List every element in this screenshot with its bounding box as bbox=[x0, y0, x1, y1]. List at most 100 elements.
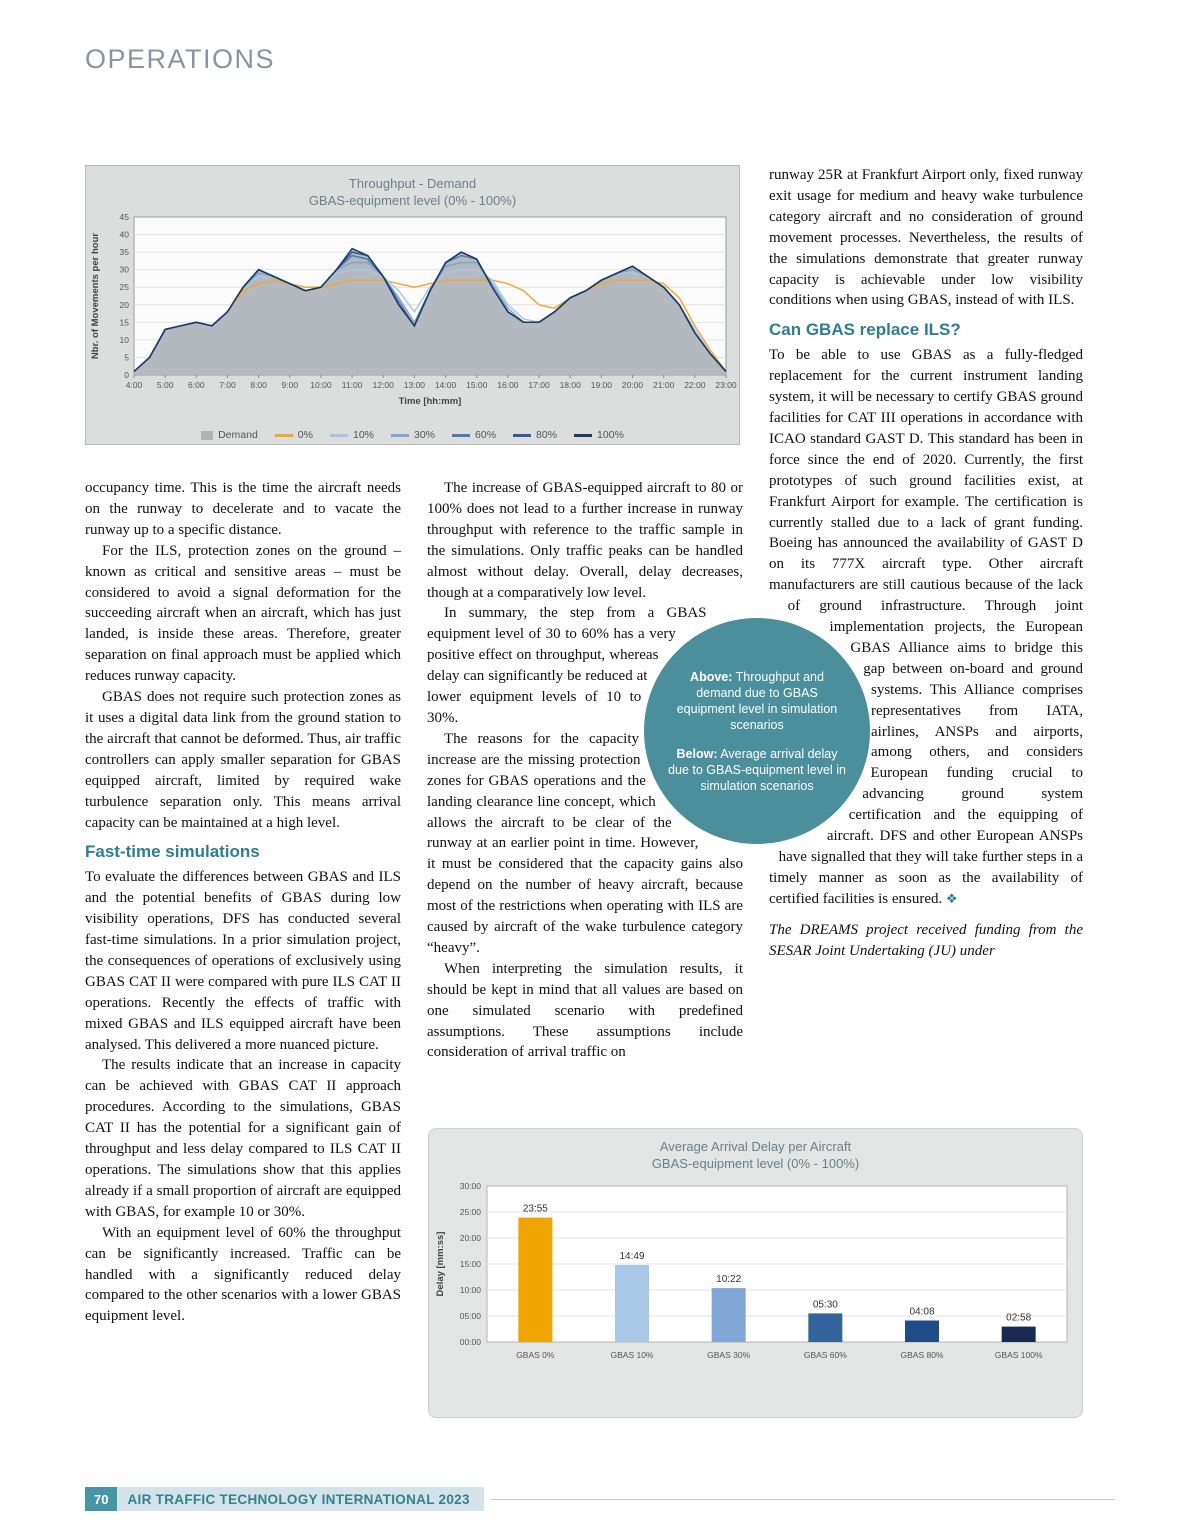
svg-text:11:00: 11:00 bbox=[342, 380, 363, 390]
legend-label: 80% bbox=[536, 429, 558, 441]
column-right: runway 25R at Frankfurt Airport only, fi… bbox=[769, 165, 1083, 1125]
svg-text:23:55: 23:55 bbox=[523, 1204, 548, 1215]
chart-subtitle: GBAS-equipment level (0% - 100%) bbox=[651, 1156, 860, 1171]
legend-item-30-: 30% bbox=[391, 429, 435, 441]
svg-text:25: 25 bbox=[120, 282, 130, 292]
caption-below-label: Below: bbox=[676, 746, 718, 761]
caption-circle: Above: Throughput and demand due to GBAS… bbox=[644, 618, 870, 844]
body-paragraph: In summary, the step from a GBAS equipme… bbox=[427, 605, 707, 726]
section-heading: Can GBAS replace ILS? bbox=[769, 320, 961, 340]
body-paragraph: To be able to use GBAS as a fully-fledge… bbox=[769, 347, 1083, 907]
legend-item-80-: 80% bbox=[513, 429, 557, 441]
svg-text:15:00: 15:00 bbox=[466, 380, 488, 390]
body-paragraph: occupancy time. This is the time the air… bbox=[85, 480, 401, 538]
svg-text:20:00: 20:00 bbox=[622, 380, 644, 390]
svg-text:10:00: 10:00 bbox=[460, 1285, 482, 1295]
svg-text:GBAS 80%: GBAS 80% bbox=[901, 1350, 944, 1360]
legend-label: 30% bbox=[414, 429, 436, 441]
svg-text:GBAS 30%: GBAS 30% bbox=[707, 1350, 750, 1360]
page-footer: 70 AIR TRAFFIC TECHNOLOGY INTERNATIONAL … bbox=[85, 1487, 1115, 1511]
svg-text:Time [hh:mm]: Time [hh:mm] bbox=[399, 396, 462, 407]
arrival-delay-chart-panel: Average Arrival Delay per Aircraft GBAS-… bbox=[428, 1128, 1083, 1418]
throughput-demand-chart-svg: 0 5 10 15 20 25 30 35 40 45 4:00 5:00 6:00 7:00 8:00 9:… bbox=[90, 212, 737, 407]
body-paragraph: The results indicate that an increase in… bbox=[85, 1057, 401, 1220]
body-paragraph: GBAS does not require such protection zo… bbox=[85, 689, 401, 831]
svg-text:Nbr. of Movements per hour: Nbr. of Movements per hour bbox=[90, 233, 101, 359]
legend-swatch bbox=[329, 433, 348, 437]
svg-text:05:00: 05:00 bbox=[460, 1311, 482, 1321]
section-heading: Fast-time simulations bbox=[85, 842, 260, 862]
svg-text:04:08: 04:08 bbox=[909, 1307, 934, 1318]
legend-swatch bbox=[274, 433, 293, 437]
publication-title: AIR TRAFFIC TECHNOLOGY INTERNATIONAL 202… bbox=[127, 1491, 470, 1507]
svg-text:GBAS 10%: GBAS 10% bbox=[611, 1350, 654, 1360]
svg-text:9:00: 9:00 bbox=[282, 380, 299, 390]
svg-text:GBAS 100%: GBAS 100% bbox=[995, 1350, 1043, 1360]
arrival-delay-chart-svg: 00:00 05:00 10:00 15:00 20:00 25:00 30:00 23:55… bbox=[435, 1181, 1068, 1360]
svg-text:10:00: 10:00 bbox=[310, 380, 332, 390]
svg-text:12:00: 12:00 bbox=[373, 380, 395, 390]
legend-label: 100% bbox=[597, 429, 624, 441]
svg-text:4:00: 4:00 bbox=[126, 380, 143, 390]
svg-text:7:00: 7:00 bbox=[219, 380, 236, 390]
svg-text:5:00: 5:00 bbox=[157, 380, 174, 390]
funding-note-paragraph: The DREAMS project received funding from… bbox=[769, 921, 1083, 959]
svg-text:45: 45 bbox=[120, 212, 130, 222]
legend-label: 0% bbox=[297, 429, 313, 441]
svg-text:17:00: 17:00 bbox=[528, 380, 550, 390]
svg-text:15: 15 bbox=[120, 317, 130, 327]
legend-item-demand: Demand bbox=[201, 429, 258, 441]
chart-title: Average Arrival Delay per Aircraft bbox=[659, 1139, 852, 1154]
chart-legend: Demand 0% 10% 30% 60% 80% 100% bbox=[86, 429, 739, 441]
svg-text:20: 20 bbox=[120, 300, 130, 310]
body-paragraph: To evaluate the differences between GBAS… bbox=[85, 869, 401, 1053]
svg-text:15:00: 15:00 bbox=[460, 1259, 482, 1269]
svg-text:35: 35 bbox=[120, 247, 130, 257]
body-paragraph: For the ILS, protection zones on the gro… bbox=[85, 542, 401, 685]
footer-band: 70 AIR TRAFFIC TECHNOLOGY INTERNATIONAL … bbox=[85, 1487, 484, 1511]
legend-item-100-: 100% bbox=[574, 429, 624, 441]
svg-text:21:00: 21:00 bbox=[653, 380, 675, 390]
svg-text:23:00: 23:00 bbox=[715, 380, 737, 390]
svg-text:18:00: 18:00 bbox=[560, 380, 582, 390]
body-paragraph: The reasons for the capacity increase ar… bbox=[427, 730, 743, 956]
legend-item-60-: 60% bbox=[452, 429, 496, 441]
column-middle: The increase of GBAS-equipped aircraft t… bbox=[427, 478, 743, 1126]
body-paragraph: When interpreting the simulation results… bbox=[427, 960, 743, 1061]
svg-text:19:00: 19:00 bbox=[591, 380, 613, 390]
chart-title-block: Throughput - Demand GBAS-equipment level… bbox=[86, 166, 739, 209]
page-number: 70 bbox=[85, 1487, 118, 1511]
end-of-article-mark: ❖ bbox=[942, 890, 958, 906]
svg-text:8:00: 8:00 bbox=[250, 380, 267, 390]
body-paragraph: The increase of GBAS-equipped aircraft t… bbox=[427, 480, 743, 601]
caption-above: Above: Throughput and demand due to GBAS… bbox=[668, 669, 846, 733]
svg-text:05:30: 05:30 bbox=[813, 1299, 838, 1310]
legend-label: Demand bbox=[218, 429, 258, 441]
chart-title: Throughput - Demand bbox=[348, 176, 477, 191]
footer-rule bbox=[489, 1498, 1115, 1500]
svg-text:GBAS 60%: GBAS 60% bbox=[804, 1350, 847, 1360]
caption-below-text: Average arrival delay due to GBAS-equipm… bbox=[668, 746, 846, 793]
svg-text:14:00: 14:00 bbox=[435, 380, 457, 390]
svg-text:10:22: 10:22 bbox=[716, 1274, 741, 1285]
legend-swatch bbox=[391, 433, 409, 437]
svg-text:5: 5 bbox=[124, 352, 129, 362]
svg-text:0: 0 bbox=[124, 370, 129, 380]
legend-label: 60% bbox=[475, 429, 497, 441]
throughput-demand-chart-panel: Throughput - Demand GBAS-equipment level… bbox=[85, 165, 740, 445]
section-label: OPERATIONS bbox=[85, 44, 276, 74]
svg-text:20:00: 20:00 bbox=[460, 1233, 482, 1243]
legend-label: 10% bbox=[352, 429, 374, 441]
svg-text:25:00: 25:00 bbox=[460, 1207, 482, 1217]
svg-text:02:58: 02:58 bbox=[1006, 1313, 1031, 1324]
legend-swatch bbox=[452, 433, 471, 437]
body-paragraph: With an equipment level of 60% the throu… bbox=[85, 1224, 401, 1325]
svg-text:00:00: 00:00 bbox=[460, 1337, 482, 1347]
svg-text:30: 30 bbox=[120, 265, 130, 275]
svg-text:16:00: 16:00 bbox=[497, 380, 519, 390]
svg-text:13:00: 13:00 bbox=[404, 380, 426, 390]
legend-swatch bbox=[574, 433, 593, 437]
svg-text:GBAS 0%: GBAS 0% bbox=[516, 1350, 555, 1360]
svg-text:Delay [mm:ss]: Delay [mm:ss] bbox=[435, 1232, 446, 1297]
